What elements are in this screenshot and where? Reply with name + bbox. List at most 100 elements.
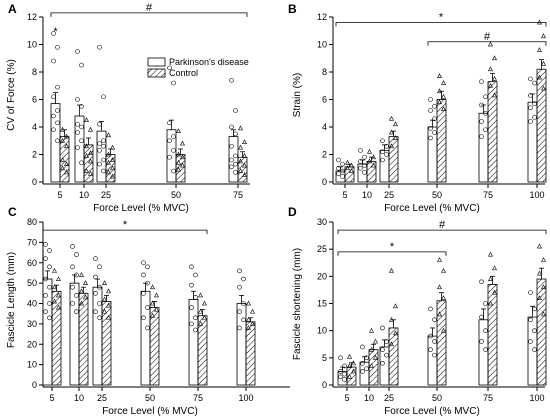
panel-b-point-control [541, 33, 546, 39]
panel-c-point-control [250, 308, 255, 314]
panel-c-point-parkinsons [93, 274, 98, 280]
panel-a-point-parkinsons [75, 130, 80, 135]
panel-c-ytick-label: 10 [27, 360, 37, 370]
panel-a-point-control [176, 166, 181, 172]
panel-a-point-control [176, 151, 181, 157]
panel-c-point-parkinsons [97, 301, 102, 306]
panel-b-xtick-label: 5 [342, 190, 347, 200]
panel-c-point-parkinsons [237, 284, 242, 290]
panel-b-bar-parkinsons-50 [427, 126, 438, 183]
panel-d-xlabel: Force Level (% MVC) [384, 406, 480, 417]
panel-a-bar-parkinsons-25 [96, 130, 107, 183]
panel-c-xtick-label: 50 [145, 393, 155, 403]
panel-b-point-parkinsons [358, 165, 363, 171]
panel-a-point-parkinsons [233, 161, 238, 167]
panel-d-point-parkinsons [528, 290, 533, 295]
panel-a-point-parkinsons [233, 153, 238, 159]
panel-c-bar-parkinsons-100 [236, 303, 247, 386]
panel-b-point-control [541, 60, 546, 66]
panel-b-point-control [541, 85, 546, 91]
panel-b-point-control [492, 92, 497, 98]
panel-a-point-control [110, 165, 115, 171]
panel-c-point-control [102, 280, 107, 286]
panel-b-point-control [393, 121, 398, 127]
panel-d-point-parkinsons [364, 366, 369, 372]
panel-a-point-parkinsons [167, 65, 172, 71]
panel-d-point-parkinsons [364, 355, 369, 361]
panel-a-point-control [106, 151, 111, 157]
panel-c-point-parkinsons [189, 264, 194, 270]
panel-d-bar-parkinsons-10 [359, 361, 370, 386]
panel-b-point-parkinsons [479, 134, 484, 139]
panel-c-point-parkinsons [145, 280, 150, 286]
panel-c-point-parkinsons [43, 242, 48, 247]
panel-a-ytick-label: 2 [32, 150, 37, 160]
panel-c-point-parkinsons [97, 264, 102, 270]
panel-a-point-parkinsons [167, 138, 172, 144]
panel-c-point-parkinsons [189, 321, 194, 327]
legend: Parkinson's disease Control [147, 57, 249, 78]
panel-a-point-parkinsons [79, 160, 84, 166]
panel-b-bar-control-10 [366, 160, 377, 183]
panel-d-xtick-label: 75 [483, 393, 493, 403]
panel-b-point-control [349, 168, 354, 173]
panel-d-point-parkinsons [432, 317, 437, 323]
panel-c-point-control [106, 314, 111, 320]
panel-d-point-control [437, 311, 442, 317]
panel-a-point-parkinsons [97, 44, 102, 50]
panel-b-point-parkinsons [358, 159, 363, 164]
panel-c-point-control [198, 292, 203, 298]
panel-c-point-control [79, 288, 84, 294]
panel-c-point-parkinsons [74, 293, 79, 298]
panel-d-point-parkinsons [384, 352, 389, 358]
panel-d-ylabel: Fascicle shortening (mm) [292, 248, 303, 360]
panel-b-xtick-label: 100 [529, 190, 544, 200]
panel-a-point-control [106, 159, 111, 165]
panel-a-point-parkinsons [171, 168, 176, 174]
panel-c-ytick-label: 80 [27, 217, 37, 227]
panel-b-point-parkinsons [528, 119, 533, 124]
panel-d-point-control [393, 303, 398, 309]
panel-d-point-control [437, 257, 442, 262]
panel-d-point-parkinsons [428, 347, 433, 352]
panel-b-point-parkinsons [336, 165, 341, 171]
panel-b-point-control [492, 55, 497, 61]
panel-c-point-parkinsons [193, 327, 198, 333]
panel-b-point-parkinsons [432, 130, 437, 135]
panel-d-significance-label: * [390, 241, 395, 253]
panel-b-point-control [437, 88, 442, 94]
panel-d-point-control [541, 257, 546, 262]
panel-b-point-control [437, 73, 442, 79]
panel-d-point-parkinsons [483, 301, 488, 306]
panel-b-bar-parkinsons-100 [527, 101, 538, 183]
panel-a-point-parkinsons [101, 94, 106, 100]
panel-a-point-control [110, 173, 115, 179]
panel-c-ytick-label: 50 [27, 278, 37, 288]
panel-b-letter: B [288, 2, 297, 16]
panel-d-point-parkinsons [428, 306, 433, 312]
panel-a-bar-control-10 [83, 144, 94, 183]
panel-b-point-control [393, 135, 398, 140]
panel-c-xtick-label: 10 [74, 393, 84, 403]
panel-c-significance-label: * [123, 219, 128, 231]
panel-b-xtick-label: 10 [362, 190, 372, 200]
panel-d-point-parkinsons [479, 279, 484, 285]
panel-a-ytick-label: 10 [27, 40, 37, 50]
panel-a-point-control [88, 158, 93, 164]
panel-c-point-control [198, 308, 203, 314]
panel-b-point-parkinsons [362, 170, 367, 175]
panel-c-point-parkinsons [74, 252, 79, 257]
panel-b-point-control [389, 115, 394, 121]
panel-d-point-control [537, 295, 542, 300]
panel-c-point-parkinsons [43, 293, 48, 298]
panel-b-point-control [537, 74, 542, 80]
panel-a-point-parkinsons [167, 120, 172, 126]
panel-c-point-parkinsons [193, 315, 198, 321]
panel-c-point-parkinsons [141, 291, 146, 296]
panel-a-point-parkinsons [233, 170, 238, 175]
panel-a-point-control [84, 168, 89, 173]
panel-c-letter: C [8, 205, 17, 219]
panel-b-xtick-label: 50 [432, 190, 442, 200]
panel-c-point-parkinsons [189, 305, 194, 310]
panel-b-point-parkinsons [479, 79, 484, 84]
